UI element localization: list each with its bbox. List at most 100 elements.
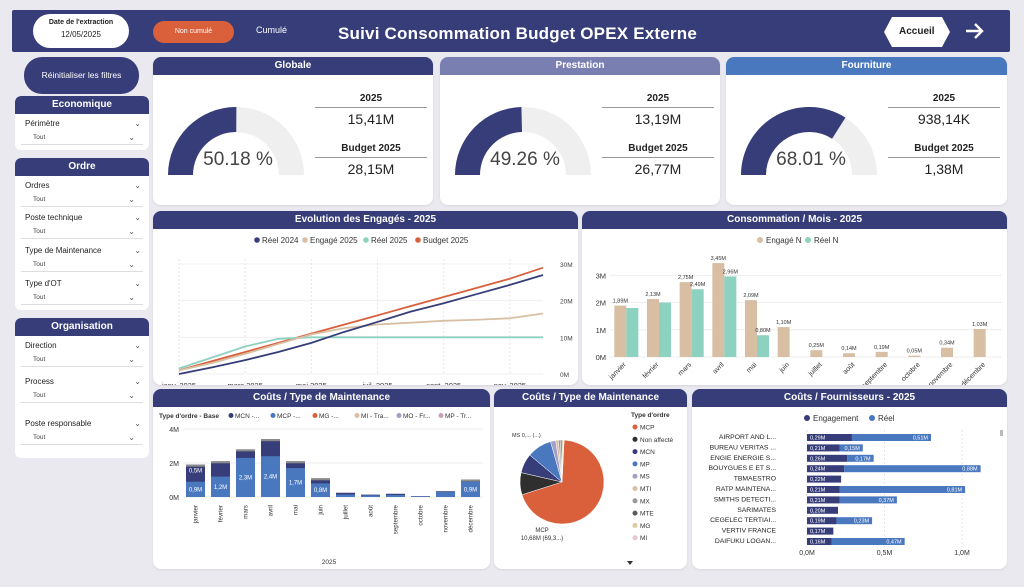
chevron-down-icon[interactable]: ⌄ [128,391,135,400]
x-tick-label: juil. 2025 [362,381,393,385]
filter-poste-technique-dropdown[interactable]: Tout ⌄ [21,225,143,239]
y-tick-label: 0M [560,372,569,379]
data-label: 0,51M [913,436,929,442]
filter-perimetre-dropdown[interactable]: Tout ⌄ [21,131,143,145]
bar-engagement [807,465,845,473]
data-label: 0,21M [810,498,826,504]
scroll-down-icon [627,561,633,565]
chevron-down-icon[interactable]: ⌄ [128,195,135,204]
slicer-organisation: Organisation Direction ⌄ Tout ⌄ Process ⌄ T… [15,318,149,458]
data-label: 1,7M [289,481,302,487]
data-label: 0,34M [939,341,955,347]
bar-reel [844,465,981,473]
legend-marker [354,413,360,418]
reset-filters-button[interactable]: Réinitialiser les filtres [24,57,139,94]
chevron-down-icon[interactable]: ⌄ [128,355,135,364]
filter-perimetre-value: Tout [33,134,46,141]
bar-reel [836,517,873,525]
chevron-down-icon[interactable]: ⌄ [128,260,135,269]
legend-marker [632,473,638,479]
legend-label: Engagement [813,414,859,423]
data-label: 0,05M [907,349,923,355]
bar-reel [851,434,931,441]
filter-ordres-label[interactable]: Ordres ⌄ [15,179,149,193]
chart-title: Coûts / Type de Maintenance [494,389,687,407]
legend-label: Engagé 2025 [310,236,358,245]
filter-poste-responsable-label[interactable]: Poste responsable ⌄ [15,417,149,431]
kpi-year-label: 2025 [359,93,383,104]
filter-poste-technique-label[interactable]: Poste technique ⌄ [15,211,149,225]
chevron-down-icon[interactable]: ⌄ [134,377,141,386]
filter-poste-responsable-dropdown[interactable]: Tout ⌄ [21,431,143,445]
legend-marker [632,486,638,491]
filter-process-label[interactable]: Process ⌄ [15,375,149,389]
series-line-réel-2025 [178,336,543,370]
arrow-right-icon[interactable] [963,20,985,47]
x-tick-label: mai 2025 [296,381,327,385]
chevron-down-icon[interactable]: ⌄ [134,279,141,288]
home-button[interactable]: Accueil [884,17,950,47]
bar-reel [839,496,897,504]
chart-couts-fournisseurs: Coûts / Fournisseurs - 2025 Engagement Ré… [692,389,1007,569]
stack-segment-mcp [461,481,480,497]
legend-label: Réel [878,414,895,423]
filter-type-maintenance-label[interactable]: Type de Maintenance ⌄ [15,244,149,258]
chevron-down-icon[interactable]: ⌄ [134,119,141,128]
data-label: 0,88M [962,467,978,473]
filter-direction-dropdown[interactable]: Tout ⌄ [21,353,143,367]
bar-engagement [807,527,834,535]
filter-type-ot-label[interactable]: Type d'OT ⌄ [15,277,149,291]
line-chart-svg: Réel 2024 Engagé 2025 Réel 2025 Budget 2025… [161,236,573,385]
x-tick-label: 0,5M [877,550,893,557]
chart-title: Coûts / Type de Maintenance [153,389,490,407]
legend-label: Réel 2025 [371,236,408,245]
supplier-name: TBMAESTRO [734,476,776,483]
bar-engagement [807,517,837,525]
pie-slice-mi [561,439,565,483]
gauge-fourniture [741,106,877,175]
non-cumul-button[interactable]: Non cumulé [153,21,234,43]
filter-type-ot-dropdown[interactable]: Tout ⌄ [21,291,143,305]
cumul-button[interactable]: Cumulé [256,25,288,35]
filter-direction-label[interactable]: Direction ⌄ [15,339,149,353]
chevron-down-icon[interactable]: ⌄ [128,433,135,442]
kpi-budget-label: Budget 2025 [628,143,688,154]
x-tick-label: juin [318,504,325,515]
data-label: 0,25M [809,343,825,349]
data-label: 0,20M [810,508,826,514]
chevron-down-icon[interactable]: ⌄ [134,419,141,428]
stack-segment-other [186,464,205,467]
filter-direction-text: Direction [25,341,57,350]
legend-marker [396,413,402,418]
filter-process-dropdown[interactable]: Tout ⌄ [21,389,143,403]
data-label: 2,09M [743,293,759,299]
legend-label: MCN -... [235,413,259,420]
filter-perimetre-label[interactable]: Périmètre ⌄ [15,117,149,131]
chevron-down-icon[interactable]: ⌄ [128,227,135,236]
bar-engagement [807,538,832,545]
y-tick-label: 10M [560,335,573,342]
chevron-down-icon[interactable]: ⌄ [134,341,141,350]
kpi-budget-value: 1,38M [924,161,964,177]
bar-engagement [807,496,840,504]
filter-type-maintenance-dropdown[interactable]: Tout ⌄ [21,258,143,272]
data-label: 1,03M [972,322,988,328]
y-tick-label: 2M [169,461,179,468]
chevron-down-icon[interactable]: ⌄ [134,213,141,222]
legend-label: MO - Fr... [403,413,431,420]
bar-engage [614,305,627,357]
bar-reel [691,289,704,357]
x-tick-label: janvier [608,361,629,382]
legend-label: MI - Tra... [361,413,389,420]
x-tick-label: mars [677,361,693,377]
chevron-down-icon[interactable]: ⌄ [134,181,141,190]
chart-title: Coûts / Fournisseurs - 2025 [692,389,1007,407]
bar-engage [908,355,921,357]
chevron-down-icon[interactable]: ⌄ [128,293,135,302]
pie-data-label: MCP [535,528,548,534]
filter-ordres-dropdown[interactable]: Tout ⌄ [21,193,143,207]
legend-label: MP [640,461,650,468]
chevron-down-icon[interactable]: ⌄ [134,246,141,255]
supplier-bar-chart-svg: Engagement Réel 0,0M 0,5M 1,0M AIRPORT AND L.… [709,414,1003,557]
chevron-down-icon[interactable]: ⌄ [128,133,135,142]
